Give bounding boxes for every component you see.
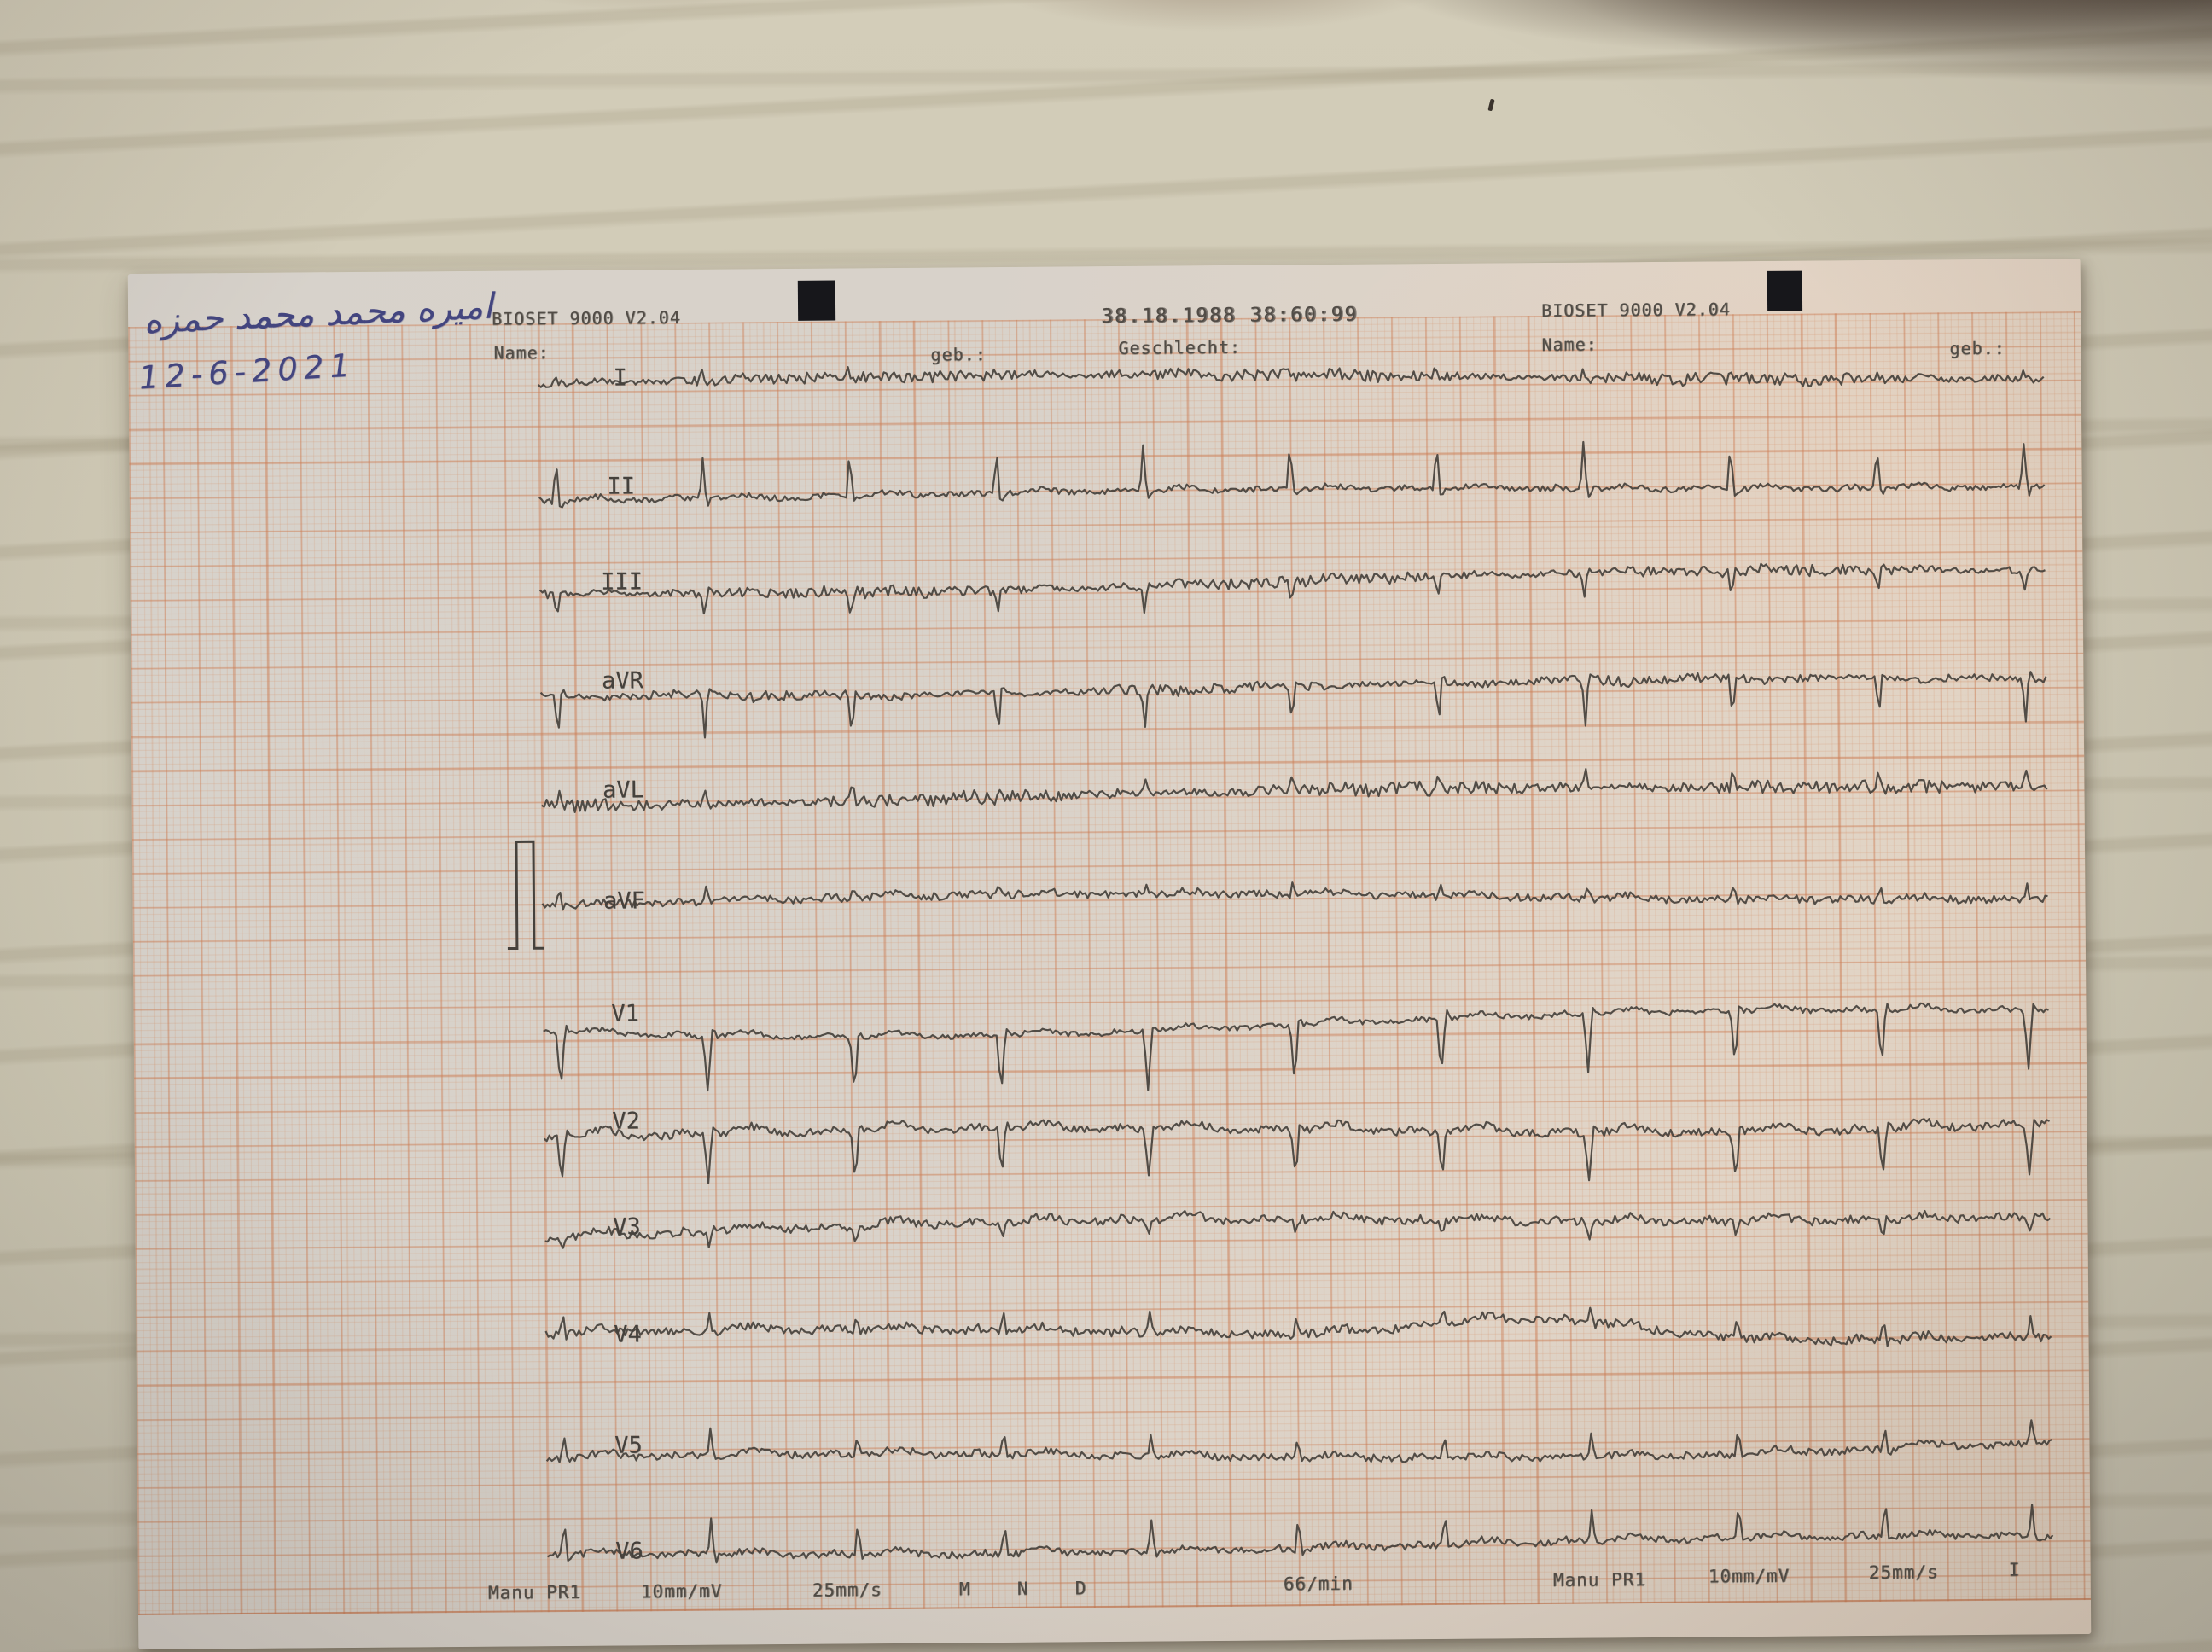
- ecg-trace-aVF: [541, 881, 2048, 911]
- calibration-pulse: [507, 840, 544, 951]
- footer-mode-right: Manu PR1: [1552, 1569, 1647, 1591]
- footer-gain-right: 10mm/mV: [1708, 1565, 1790, 1587]
- ecg-trace-V2: [543, 1118, 2051, 1184]
- footer-gain-left: 10mm/mV: [640, 1580, 723, 1603]
- ecg-paper: BIOSET 9000 V2.04 Name: geb.: 38.18.1988…: [127, 259, 2092, 1649]
- ecg-trace-V5: [545, 1419, 2052, 1463]
- ecg-trace-V3: [544, 1209, 2052, 1249]
- footer-filter-flags: M N D: [958, 1578, 1095, 1600]
- ecg-trace-III: [538, 562, 2046, 615]
- ecg-trace-V6: [546, 1504, 2054, 1564]
- ecg-trace-V4: [544, 1306, 2052, 1347]
- ecg-trace-aVL: [541, 768, 2048, 814]
- ecg-trace-aVR: [539, 671, 2047, 739]
- footer-speed-right: 25mm/s: [1868, 1562, 1939, 1584]
- footer-lead-mark: I: [2008, 1559, 2021, 1580]
- ecg-trace-V1: [543, 1002, 2049, 1092]
- ecg-traces: [507, 366, 2054, 1564]
- ecg-trace-II: [538, 440, 2046, 509]
- footer-speed-left: 25mm/s: [812, 1579, 882, 1601]
- ecg-trace-I: [537, 366, 2045, 388]
- footer-heart-rate: 66/min: [1283, 1573, 1353, 1595]
- footer-mode-left: Manu PR1: [487, 1581, 582, 1603]
- wood-speck: [1487, 98, 1495, 112]
